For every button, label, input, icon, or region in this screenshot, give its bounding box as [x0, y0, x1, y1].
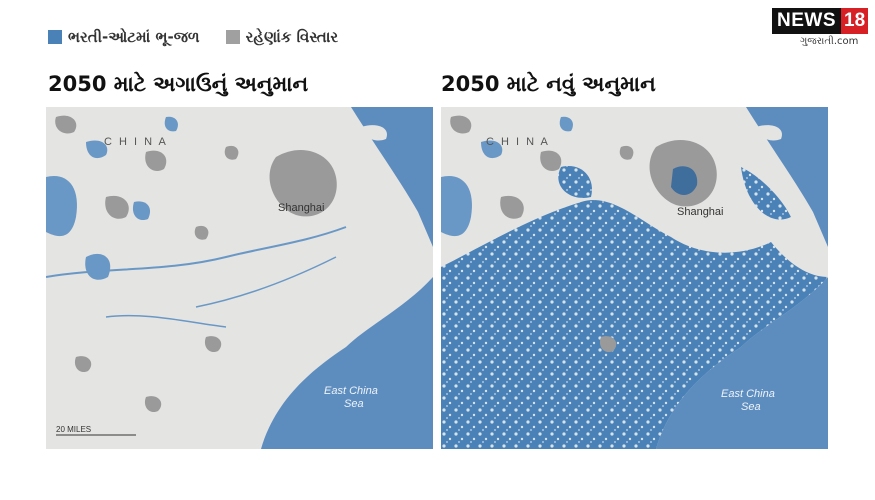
lake [441, 175, 472, 237]
news18-logo: NEWS 18 ગુજરાતી.com [772, 6, 869, 50]
lake [85, 253, 111, 280]
urban-area [500, 195, 524, 219]
island [756, 125, 782, 141]
legend-swatch-gray [225, 30, 240, 44]
urban-area [619, 145, 634, 160]
urban-area [145, 150, 167, 172]
lake [86, 140, 108, 159]
map-new-estimate: C H I N A Shanghai East China Sea [441, 107, 828, 449]
lake [481, 140, 503, 159]
legend-swatch-blue [48, 30, 62, 44]
country-label: C H I N A [486, 136, 550, 148]
urban-area [194, 225, 209, 240]
legend-label: ભરતી-ઓટમાં ભૂ-જળ [68, 28, 200, 46]
city-label: Shanghai [278, 202, 325, 214]
legend-item-residential: રહેણાંક વિસ્તાર [225, 28, 339, 46]
flood-area [441, 200, 828, 449]
urban-area [450, 115, 472, 134]
map-previous-estimate: C H I N A Shanghai East China Sea 20 MIL… [46, 107, 433, 449]
lake [46, 175, 77, 237]
logo-news-text: NEWS [772, 8, 841, 34]
urban-area [224, 145, 239, 160]
river [46, 226, 347, 278]
river [195, 256, 337, 308]
river [105, 314, 227, 328]
legend-label: રહેણાંક વિસ્તાર [245, 28, 339, 46]
country-label: C H I N A [104, 136, 168, 148]
lake [132, 201, 151, 221]
urban-area [55, 115, 77, 134]
sea-label: East China [721, 388, 775, 400]
legend-item-tidal-water: ભરતી-ઓટમાં ભૂ-જળ [48, 28, 200, 46]
urban-area [105, 195, 129, 219]
land-area [46, 107, 433, 449]
panel-title-previous: 2050 માટે અગાઉનું અનુમાન [48, 72, 309, 96]
urban-area [204, 336, 222, 353]
lake [164, 116, 178, 132]
urban-area [269, 149, 337, 217]
flood-area [558, 166, 592, 198]
sea-label: Sea [344, 398, 364, 410]
sea-label: Sea [741, 401, 761, 413]
urban-area [144, 396, 162, 413]
legend: ભરતી-ઓટમાં ભૂ-જળ રહેણાંક વિસ્તાર [48, 28, 354, 46]
logo-subtitle: ગુજરાતી.com [800, 36, 859, 47]
urban-area-flooded [671, 166, 698, 195]
island [361, 125, 387, 141]
city-label: Shanghai [677, 206, 724, 218]
lake [559, 116, 573, 132]
scale-label: 20 MILES [56, 425, 91, 434]
flood-area [741, 167, 791, 220]
sea-label: East China [324, 385, 378, 397]
urban-area [74, 356, 92, 373]
logo-18-text: 18 [841, 8, 869, 34]
urban-area [540, 150, 562, 172]
panel-title-new: 2050 માટે નવું અનુમાન [441, 72, 656, 96]
urban-area [599, 336, 617, 353]
